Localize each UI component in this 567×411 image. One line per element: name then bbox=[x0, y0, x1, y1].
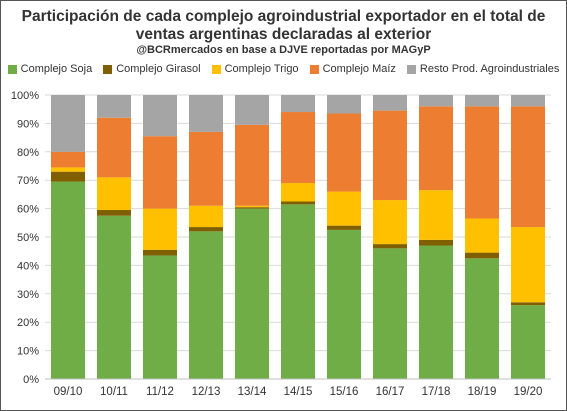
bar-segment bbox=[234, 207, 270, 209]
y-tick-label: 40% bbox=[17, 260, 39, 272]
bar-segment bbox=[142, 249, 178, 256]
bar-segment bbox=[280, 201, 316, 205]
bar-segment bbox=[326, 191, 362, 226]
bar-segment bbox=[234, 124, 270, 206]
x-tick-label: 10/11 bbox=[100, 386, 128, 398]
chart-title-line2: ventas argentinas declaradas al exterior bbox=[135, 26, 432, 43]
bar-segment bbox=[96, 210, 132, 216]
bar-segment bbox=[234, 205, 270, 208]
bar-segment bbox=[418, 95, 454, 107]
bar-segment bbox=[96, 215, 132, 379]
bar-segment bbox=[188, 95, 224, 132]
bar-segment bbox=[280, 95, 316, 113]
x-tick-label: 14/15 bbox=[284, 386, 313, 398]
bar-segment bbox=[96, 177, 132, 211]
legend-swatch bbox=[211, 64, 221, 74]
bar-segment bbox=[326, 95, 362, 114]
legend-label: Complejo Maíz bbox=[322, 63, 396, 75]
y-tick-label: 20% bbox=[17, 317, 39, 329]
y-tick-label: 70% bbox=[17, 175, 39, 187]
bar-segment bbox=[142, 208, 178, 250]
bar-segment bbox=[372, 200, 408, 245]
bar-segment bbox=[464, 252, 500, 259]
legend-label: Resto Prod. Agroindustriales bbox=[419, 63, 560, 75]
bar-segment bbox=[280, 112, 316, 184]
bar-segment bbox=[280, 183, 316, 202]
chart-subtitle: @BCRmercados en base a DJVE reportadas p… bbox=[136, 44, 431, 56]
x-tick-label: 12/13 bbox=[192, 386, 221, 398]
bar-segment bbox=[50, 95, 86, 152]
y-tick-label: 0% bbox=[23, 374, 39, 386]
y-tick-label: 10% bbox=[17, 346, 39, 358]
legend-swatch bbox=[309, 64, 319, 74]
bar-segment bbox=[464, 95, 500, 107]
x-tick-label: 09/10 bbox=[54, 386, 83, 398]
x-tick-label: 19/20 bbox=[514, 386, 543, 398]
y-tick-label: 30% bbox=[17, 289, 39, 301]
y-tick-label: 80% bbox=[17, 147, 39, 159]
legend-label: Complejo Girasol bbox=[116, 63, 201, 75]
legend-item: Resto Prod. Agroindustriales bbox=[406, 63, 560, 75]
legend-label: Complejo Trigo bbox=[224, 63, 299, 75]
bar-segment bbox=[326, 225, 362, 230]
y-tick-label: 90% bbox=[17, 118, 39, 130]
bar-segment bbox=[96, 117, 132, 178]
bar-segment bbox=[234, 95, 270, 125]
y-tick-label: 100% bbox=[11, 90, 39, 102]
y-tick-label: 60% bbox=[17, 204, 39, 216]
bar-segment bbox=[50, 151, 86, 168]
x-tick-label: 13/14 bbox=[238, 386, 267, 398]
bar-segment bbox=[418, 245, 454, 379]
bar-segment bbox=[96, 95, 132, 118]
bar-segment bbox=[510, 302, 546, 306]
bar-segment bbox=[510, 95, 546, 107]
legend-swatch bbox=[406, 64, 416, 74]
bar-segment bbox=[188, 231, 224, 379]
legend-item: Complejo Girasol bbox=[103, 63, 201, 75]
chart-legend: Complejo Soja Complejo Girasol Complejo Tr… bbox=[1, 63, 566, 75]
x-tick-label: 11/12 bbox=[146, 386, 174, 398]
bar-segment bbox=[326, 113, 362, 192]
bar-segment bbox=[464, 258, 500, 379]
legend-label: Complejo Soja bbox=[20, 63, 93, 75]
bar-segment bbox=[510, 106, 546, 228]
bar-segment bbox=[50, 167, 86, 172]
legend-item: Complejo Maíz bbox=[309, 63, 396, 75]
bar-segment bbox=[188, 131, 224, 206]
legend-item: Complejo Trigo bbox=[211, 63, 299, 75]
bar-segment bbox=[418, 239, 454, 246]
bar-segment bbox=[372, 110, 408, 201]
bar-segment bbox=[188, 205, 224, 228]
y-tick-label: 50% bbox=[17, 232, 39, 244]
chart-title-line1: Participación de cada complejo agroindus… bbox=[21, 8, 546, 25]
x-tick-label: 16/17 bbox=[376, 386, 405, 398]
bar-segment bbox=[188, 227, 224, 232]
bar-segment bbox=[280, 204, 316, 379]
bar-segment bbox=[142, 255, 178, 379]
bar-segment bbox=[50, 181, 86, 379]
bar-segment bbox=[142, 95, 178, 137]
x-tick-label: 15/16 bbox=[330, 386, 359, 398]
bar-segment bbox=[50, 171, 86, 182]
bar-segment bbox=[464, 106, 500, 219]
bar-segment bbox=[234, 208, 270, 379]
bar-segment bbox=[510, 227, 546, 303]
bar-segment bbox=[418, 106, 454, 191]
bar-segment bbox=[372, 244, 408, 249]
bar-segment bbox=[372, 248, 408, 379]
legend-item: Complejo Soja bbox=[7, 63, 93, 75]
legend-swatch bbox=[7, 64, 17, 74]
legend-swatch bbox=[103, 64, 113, 74]
bar-segment bbox=[464, 218, 500, 253]
bar-segment bbox=[326, 229, 362, 379]
bar-segment bbox=[418, 190, 454, 240]
x-tick-label: 18/19 bbox=[468, 386, 497, 398]
bar-segment bbox=[142, 136, 178, 209]
bar-segment bbox=[510, 305, 546, 379]
x-tick-label: 17/18 bbox=[422, 386, 451, 398]
bar-segment bbox=[372, 95, 408, 111]
